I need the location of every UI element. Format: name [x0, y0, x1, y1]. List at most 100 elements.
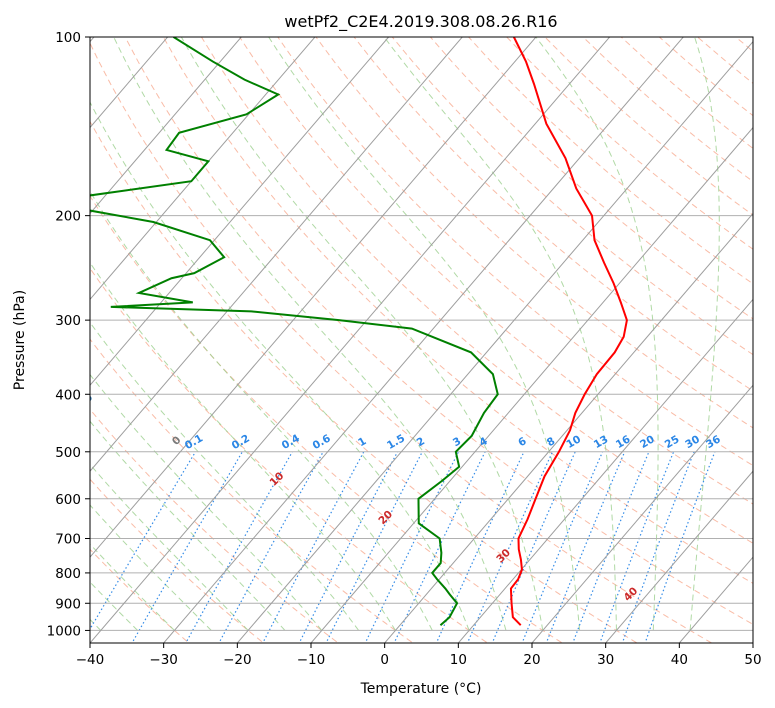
y-tick-label: 700 — [55, 532, 81, 548]
x-tick-label: 30 — [597, 652, 614, 668]
moist-adiabat-line — [689, 37, 720, 631]
mixing-ratio-line — [466, 451, 554, 643]
mixing-ratio-line — [545, 451, 626, 643]
isotherm-gridline — [678, 556, 753, 643]
x-tick-label: −40 — [76, 652, 105, 668]
dry-adiabat-line — [315, 37, 753, 429]
mixing-ratio-label: 13 — [592, 433, 611, 451]
x-tick-label: 40 — [671, 652, 688, 668]
moist-adiabat-line — [90, 101, 470, 631]
dry-adiabat-line — [90, 408, 340, 643]
mixing-ratio-label: 0.1 — [183, 432, 205, 452]
dewpoint-profile-line — [90, 37, 499, 626]
mixing-ratio-line — [298, 451, 399, 643]
mixing-ratio-line — [599, 451, 675, 643]
mixing-ratio-line — [621, 451, 695, 643]
y-tick-label: 900 — [55, 596, 81, 612]
plot-frame — [89, 36, 754, 644]
y-tick-label: 600 — [55, 492, 81, 508]
mixing-ratio-label: 6 — [516, 435, 528, 449]
dry-adiabat-line — [90, 120, 638, 643]
x-tick-label: −10 — [297, 652, 326, 668]
x-tick-label: 10 — [450, 652, 467, 668]
dry-adiabat-line — [162, 37, 753, 584]
isotherm-gridline — [90, 37, 242, 215]
isotherm-gridline — [457, 298, 753, 643]
mixing-ratio-line — [644, 451, 716, 643]
mixing-ratio-label: 20 — [638, 433, 657, 451]
dry-adiabat-label: -20 — [0, 353, 11, 375]
mixing-ratio-line — [90, 451, 197, 631]
moist-adiabat-line — [90, 420, 286, 631]
y-axis-label: Pressure (hPa) — [12, 290, 28, 390]
chart-title: wetPf2_C2E4.2019.308.08.26.R16 — [284, 12, 557, 32]
y-tick-label: 200 — [55, 209, 81, 225]
dry-adiabat-line — [239, 37, 753, 505]
mixing-ratio-line — [325, 451, 423, 643]
axis-ticks: −40 −30 −20 −10 0 10 20 30 40 5010020030040050060… — [47, 30, 762, 668]
isotherm-gridline — [531, 384, 753, 643]
moist-adiabat-line — [383, 37, 617, 631]
x-tick-label: 0 — [380, 652, 389, 668]
isotherm-gridline — [605, 470, 753, 643]
moist-adiabat-line — [113, 37, 507, 631]
x-tick-label: 20 — [523, 652, 540, 668]
y-tick-label: 1000 — [47, 623, 81, 639]
dry-adiabat-line — [582, 37, 753, 183]
moist-adiabat-line — [180, 37, 544, 631]
moist-adiabat-line — [90, 190, 433, 631]
plot-area: -100-90-80-70-60-50-40-30-20-10010203040… — [0, 37, 753, 643]
dry-adiabat-line — [620, 37, 753, 150]
dry-adiabat-line — [124, 37, 753, 625]
y-tick-label: 300 — [55, 313, 81, 329]
y-tick-label: 100 — [55, 30, 81, 46]
isotherm-gridline — [90, 37, 169, 129]
moist-adiabat-line — [90, 321, 360, 631]
mixing-ratio-line — [218, 451, 324, 643]
dry-adiabat-line — [734, 37, 753, 52]
isotherm-gridline — [90, 37, 611, 643]
moist-adiabat-line — [90, 261, 396, 631]
moist-adiabat-line — [90, 373, 323, 631]
mixing-ratio-line — [185, 451, 293, 643]
dry-adiabat-line — [391, 37, 753, 356]
x-tick-label: −30 — [149, 652, 178, 668]
mixing-ratio-label: 25 — [663, 433, 682, 451]
y-tick-label: 500 — [55, 445, 81, 461]
x-tick-label: −20 — [223, 652, 252, 668]
dry-adiabat-line — [429, 37, 753, 320]
mixing-ratio-line — [491, 451, 576, 643]
mixing-ratio-label: 0.4 — [280, 432, 302, 452]
isotherm-gridline — [90, 37, 537, 558]
dry-adiabat-label: -10 — [73, 392, 95, 414]
isotherm-gridline — [236, 40, 753, 643]
x-tick-label: 50 — [744, 652, 761, 668]
dry-adiabat-line — [90, 548, 190, 643]
mixing-ratio-label: 1 — [356, 435, 368, 449]
dry-adiabat-label: 30 — [494, 547, 513, 566]
isotherm-gridline — [163, 37, 684, 643]
mixing-ratio-label: 0.2 — [230, 432, 252, 452]
isotherm-gridline — [310, 126, 753, 643]
dry-adiabat-line — [200, 37, 753, 544]
isotherm-gridline — [384, 212, 753, 643]
mixing-ratio-line — [364, 451, 460, 643]
mixing-ratio-label: 8 — [545, 435, 557, 449]
moist-adiabat-line — [90, 504, 212, 631]
y-tick-label: 800 — [55, 566, 81, 582]
dry-adiabat-line — [277, 37, 753, 467]
dry-adiabat-line — [90, 478, 265, 643]
moist-adiabat-line — [535, 37, 659, 631]
dry-adiabat-line — [90, 195, 564, 643]
temperature-profile-line — [509, 37, 628, 626]
mixing-ratio-label: 2 — [415, 435, 427, 449]
dry-adiabat-line — [90, 42, 713, 643]
dry-adiabat-line — [467, 37, 753, 285]
mixing-ratio-label: 16 — [614, 433, 633, 451]
y-tick-label: 400 — [55, 387, 81, 403]
isotherm-gridline — [90, 37, 390, 387]
dry-adiabat-label: 40 — [622, 585, 641, 604]
x-axis-label: Temperature (°C) — [360, 681, 482, 697]
isotherm-gridline — [752, 642, 753, 643]
